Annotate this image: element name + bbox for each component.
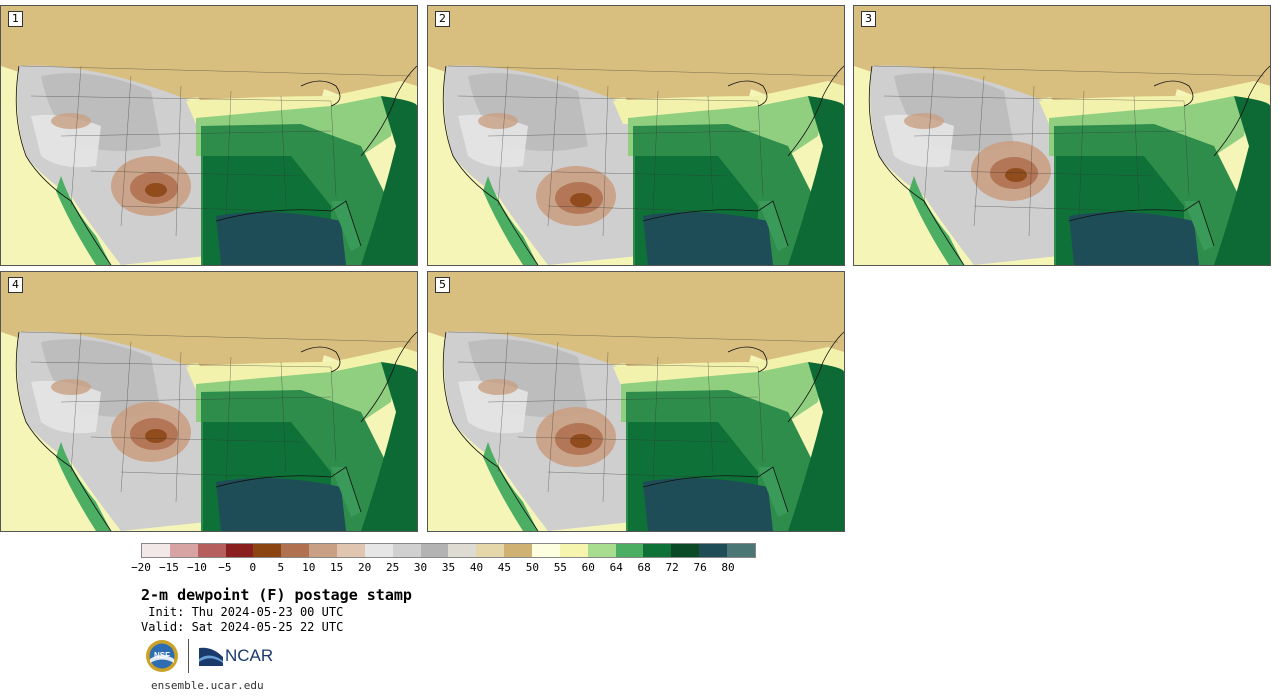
panel-number-label: 1: [8, 11, 23, 27]
svg-text:NSF: NSF: [154, 651, 170, 660]
colorbar-swatch: [699, 544, 728, 557]
colorbar-tick-label: 72: [665, 561, 679, 574]
colorbar-swatch: [392, 544, 421, 557]
figure-title: 2-m dewpoint (F) postage stamp: [141, 586, 412, 604]
colorbar-swatch: [671, 544, 700, 557]
postage-stamp-panel-2: 2: [427, 5, 845, 266]
colorbar-swatch: [448, 544, 477, 557]
colorbar-tick-label: 50: [525, 561, 539, 574]
colorbar-tick-label: 35: [441, 561, 456, 574]
logos: NSF NCAR: [145, 638, 273, 674]
colorbar-tick-label: 15: [330, 561, 344, 574]
postage-stamp-panel-5: 5: [427, 271, 845, 532]
colorbar-tick-label: 30: [413, 561, 428, 574]
colorbar-tick-label: 60: [581, 561, 595, 574]
logo-divider: [188, 639, 189, 673]
colorbar-swatch: [281, 544, 310, 557]
colorbar-tick-label: 76: [693, 561, 707, 574]
colorbar-tick-label: 40: [469, 561, 484, 574]
postage-stamp-panel-4: 4: [0, 271, 418, 532]
colorbar-tick-label: −10: [186, 561, 207, 574]
postage-stamp-panel-1: 1: [0, 5, 418, 266]
ncar-swoosh-icon: [199, 647, 223, 666]
colorbar-tick-label: −20: [131, 561, 151, 574]
panel-number-label: 2: [435, 11, 450, 27]
colorbar-swatch: [727, 544, 755, 557]
colorbar-swatch: [169, 544, 198, 557]
colorbar-swatch: [587, 544, 616, 557]
colorbar-swatch: [142, 544, 170, 557]
panel-number-label: 4: [8, 277, 23, 293]
panel-number-label: 3: [861, 11, 876, 27]
colorbar-tick-label: 25: [385, 561, 400, 574]
colorbar-swatch: [309, 544, 338, 557]
colorbar-tick-label: 20: [358, 561, 372, 574]
ncar-wordmark: NCAR: [225, 646, 274, 665]
colorbar-tick-label: 55: [553, 561, 567, 574]
ncar-logo: NCAR: [198, 645, 273, 667]
colorbar-tick-label: 0: [249, 561, 257, 574]
colorbar-swatch: [253, 544, 282, 557]
colorbar-tick-label: −15: [159, 561, 179, 574]
colorbar-swatch: [225, 544, 254, 557]
colorbar-swatch: [364, 544, 393, 557]
colorbar-swatch: [420, 544, 449, 557]
colorbar-tick-label: 80: [721, 561, 735, 574]
valid-time: Valid: Sat 2024-05-25 22 UTC: [141, 620, 344, 634]
colorbar-tick-label: 10: [302, 561, 316, 574]
colorbar-swatch: [476, 544, 505, 557]
colorbar-tick-label: −5: [218, 561, 232, 574]
colorbar-swatch: [615, 544, 644, 557]
colorbar-tick-labels: −20 −15 −10 −5 0 5 10 15 20 25 30 35 40 45 50 55 60 64 68 7…: [131, 561, 756, 577]
colorbar-swatch: [197, 544, 226, 557]
colorbar-swatch: [337, 544, 365, 557]
colorbar-swatch: [504, 544, 533, 557]
site-url: ensemble.ucar.edu: [151, 679, 264, 692]
colorbar-swatch: [559, 544, 588, 557]
colorbar-tick-label: 68: [637, 561, 651, 574]
postage-stamp-panel-3: 3: [853, 5, 1271, 266]
init-time: Init: Thu 2024-05-23 00 UTC: [141, 605, 344, 619]
colorbar-swatch: [532, 544, 560, 557]
panel-number-label: 5: [435, 277, 450, 293]
dewpoint-colorbar: [141, 543, 756, 558]
colorbar-tick-label: 5: [277, 561, 285, 574]
nsf-logo: NSF: [146, 640, 178, 672]
colorbar-tick-label: 45: [497, 561, 512, 574]
colorbar-swatch: [643, 544, 672, 557]
colorbar-tick-label: 64: [609, 561, 623, 574]
